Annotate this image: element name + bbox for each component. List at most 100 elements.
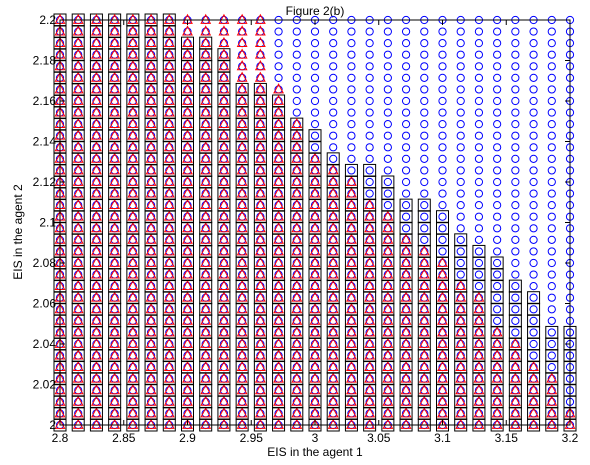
circle-point (401, 177, 411, 187)
circle-point (420, 177, 429, 187)
circle-point (547, 131, 556, 140)
triangle-point (236, 360, 248, 372)
circle-point (511, 27, 520, 36)
triangle-point (273, 164, 285, 175)
triangle-point (327, 198, 339, 210)
triangle-point (382, 256, 394, 267)
triangle-point (327, 407, 339, 418)
circle-point (383, 131, 392, 140)
triangle-point (145, 198, 157, 210)
triangle-point (273, 175, 285, 186)
triangle-point (163, 48, 175, 59)
square-point (344, 163, 358, 177)
circle-point (438, 235, 447, 244)
triangle-point (254, 407, 266, 418)
triangle-point (109, 210, 121, 221)
triangle-point (182, 152, 193, 163)
square-point (454, 233, 468, 247)
triangle-point (291, 222, 303, 233)
triangle-point (382, 233, 394, 244)
circle-point (547, 258, 556, 268)
triangle-point (218, 279, 230, 291)
circle-point (292, 50, 301, 59)
circle-point (493, 166, 502, 175)
triangle-point (236, 187, 248, 198)
circle-point (420, 108, 429, 117)
triangle-point (72, 36, 84, 48)
triangle-point (382, 222, 394, 233)
circle-point (438, 143, 447, 152)
circle-point (474, 50, 484, 59)
triangle-point (291, 360, 303, 372)
triangle-point (309, 164, 321, 175)
triangle-point (90, 407, 102, 418)
triangle-point (90, 25, 102, 36)
circle-point (383, 50, 392, 59)
circle-point (529, 212, 538, 221)
square-point (417, 198, 431, 212)
circle-point (474, 201, 484, 210)
triangle-point (72, 48, 84, 59)
triangle-point (145, 372, 157, 383)
triangle-point (72, 360, 84, 372)
triangle-point (163, 60, 175, 71)
triangle-point (145, 48, 157, 59)
circle-point (401, 120, 411, 129)
triangle-point (90, 279, 102, 291)
triangle-point (200, 13, 212, 24)
triangle-point (437, 349, 448, 360)
circle-point (365, 177, 374, 187)
triangle-point (455, 279, 467, 291)
circle-point (529, 201, 538, 210)
triangle-point (72, 384, 84, 395)
triangle-point (509, 384, 521, 395)
circle-point (456, 270, 465, 279)
triangle-point (127, 141, 139, 152)
y-tick-label: 2 (49, 418, 56, 432)
circle-point (511, 201, 520, 210)
triangle-point (309, 175, 321, 186)
triangle-point (345, 245, 357, 256)
square-point (527, 291, 541, 305)
triangle-point (236, 13, 248, 24)
circle-point (438, 73, 447, 82)
circle-point (493, 96, 502, 106)
circle-point (474, 212, 484, 221)
triangle-point (218, 326, 230, 337)
triangle-point (364, 210, 376, 221)
triangle-point (509, 349, 521, 360)
triangle-point (254, 48, 266, 59)
x-tick-label: 2.9 (179, 431, 196, 445)
triangle-point (200, 129, 212, 140)
triangle-point (254, 71, 266, 82)
circle-point (511, 212, 520, 221)
triangle-point (309, 222, 321, 233)
triangle-point (236, 210, 248, 221)
circle-point (547, 143, 556, 152)
circle-point (401, 143, 411, 152)
circle-point (383, 120, 392, 129)
triangle-point (145, 360, 157, 372)
circle-point (365, 108, 374, 117)
triangle-point (182, 222, 193, 233)
triangle-point (90, 303, 102, 314)
triangle-point (90, 152, 102, 163)
triangle-point (418, 245, 430, 256)
triangle-point (145, 36, 157, 48)
triangle-point (236, 418, 248, 429)
triangle-point (364, 291, 376, 302)
triangle-point (145, 94, 157, 105)
circle-point (456, 189, 465, 198)
circle-point (365, 143, 374, 152)
triangle-point (309, 268, 321, 279)
circle-point (493, 316, 502, 325)
circle-point (511, 224, 520, 233)
circle-point (547, 85, 556, 94)
circle-point (365, 27, 374, 36)
circle-point (310, 27, 320, 36)
circle-point (365, 120, 374, 129)
triangle-point (163, 141, 175, 152)
triangle-point (382, 326, 394, 337)
triangle-point (90, 60, 102, 71)
circle-point (420, 120, 429, 129)
